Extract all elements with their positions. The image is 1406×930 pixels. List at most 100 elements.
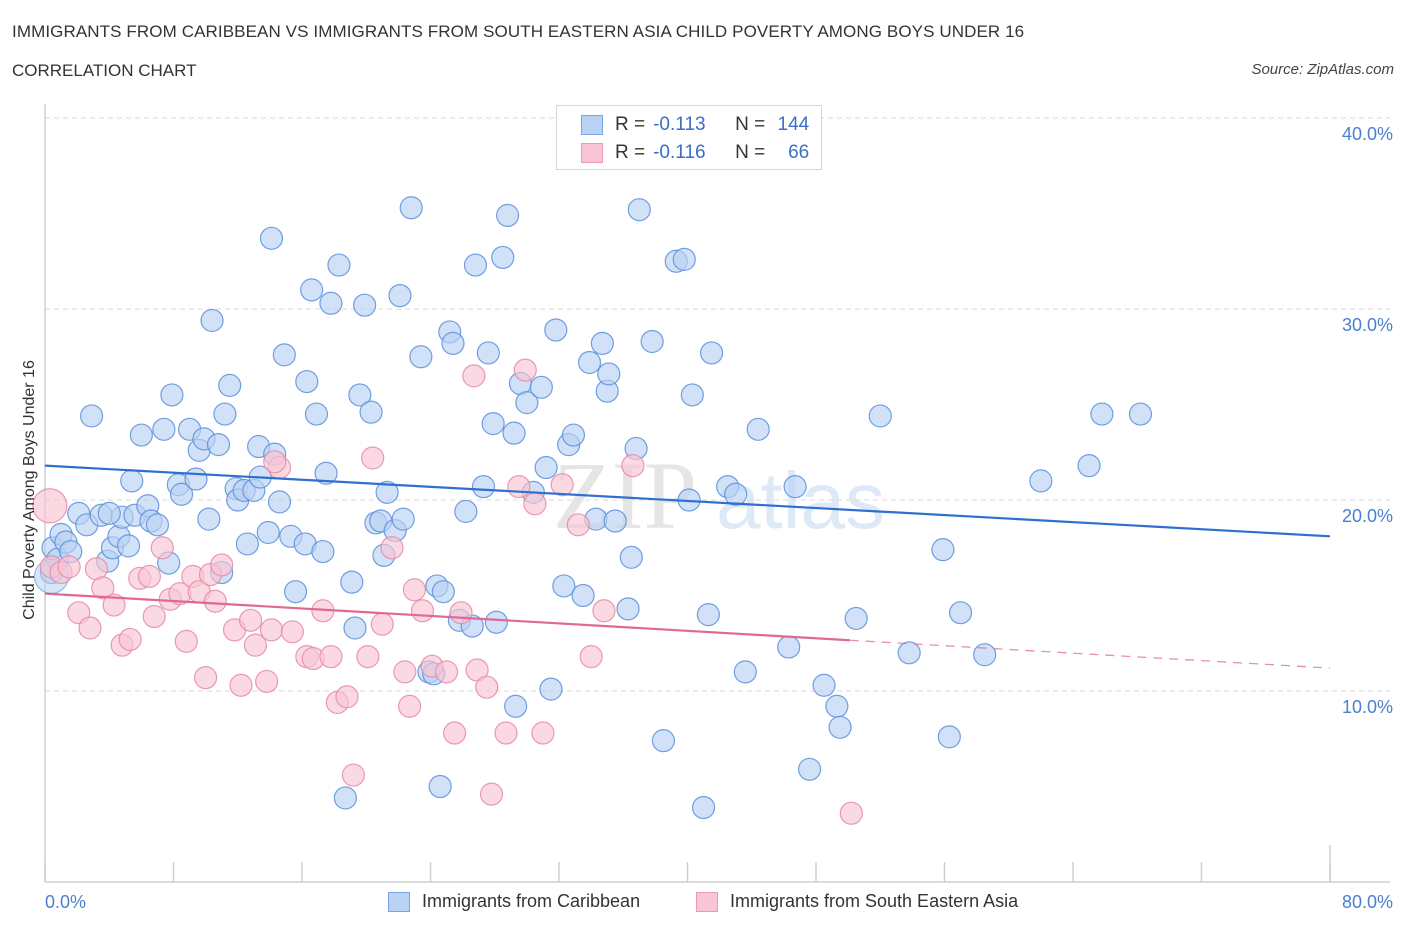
caribbean-point: [1090, 402, 1114, 426]
caribbean-point: [476, 341, 500, 365]
sea-point: [380, 536, 404, 560]
caribbean-point: [651, 729, 676, 753]
gridlines: [45, 117, 1390, 692]
sea-point: [579, 645, 603, 669]
caribbean-point: [441, 331, 465, 355]
caribbean-point: [828, 715, 852, 739]
caribbean-point: [375, 480, 399, 504]
caribbean-point: [353, 293, 377, 317]
caribbean-point: [844, 606, 868, 631]
caribbean-point: [79, 404, 104, 428]
series-caribbean-points: [33, 196, 1153, 820]
caribbean-point: [868, 404, 892, 428]
caribbean-point: [640, 329, 664, 354]
caribbean-point: [152, 417, 176, 441]
caribbean-point: [343, 616, 367, 640]
trend-lines: [44, 464, 1331, 669]
sea-point: [621, 454, 645, 478]
sea-point: [78, 616, 102, 640]
sea-point: [57, 555, 81, 579]
sea-point: [174, 629, 198, 653]
n-value: 144: [777, 114, 810, 135]
caribbean-point: [314, 461, 338, 485]
legend-swatch-sea: [581, 143, 603, 163]
sea-point: [239, 608, 263, 632]
sea-point: [442, 721, 467, 745]
caribbean-point: [590, 331, 614, 355]
sea-point: [475, 675, 499, 699]
caribbean-point: [169, 482, 194, 506]
caribbean-point: [544, 318, 568, 342]
legend-item-caribbean[interactable]: Immigrants from Caribbean: [388, 891, 640, 912]
caribbean-point: [409, 345, 433, 369]
caribbean-point: [539, 677, 563, 701]
sea-point: [118, 627, 142, 652]
caribbean-point: [529, 375, 553, 399]
caribbean-point: [577, 350, 602, 375]
caribbean-point: [937, 725, 961, 749]
caribbean-point: [534, 455, 558, 480]
caribbean-point: [300, 278, 324, 302]
n-value: 66: [788, 142, 810, 163]
sea-point: [319, 645, 343, 669]
caribbean-point: [680, 383, 704, 407]
caribbean-point: [145, 513, 170, 537]
sea-point: [370, 612, 394, 636]
caribbean-point: [491, 245, 515, 270]
caribbean-point: [97, 501, 121, 525]
caribbean-point: [388, 284, 412, 308]
sea-point: [280, 620, 304, 644]
caribbean-point: [197, 507, 221, 531]
sea-point: [137, 564, 162, 589]
sea-point: [592, 599, 616, 623]
sea-point: [566, 513, 590, 537]
caribbean-point: [256, 520, 280, 545]
sea-point: [402, 578, 427, 602]
caribbean-point: [552, 574, 576, 598]
caribbean-point: [691, 795, 716, 820]
caribbean-point: [295, 369, 319, 394]
caribbean-point: [340, 570, 364, 594]
caribbean-point: [619, 545, 643, 569]
legend-item-sea[interactable]: Immigrants from South Eastern Asia: [696, 891, 1018, 912]
legend-row-caribbean: R = -0.113 N = 144: [581, 113, 809, 137]
sea-point: [449, 601, 473, 625]
sea-point: [255, 669, 279, 694]
caribbean-point: [319, 291, 343, 315]
trend-line-sea: [44, 592, 850, 642]
sea-point: [531, 721, 555, 745]
sea-point: [507, 475, 531, 499]
sea-point: [32, 488, 68, 524]
y-tick-label: 10.0%: [1342, 697, 1393, 717]
caribbean-point: [399, 196, 423, 220]
caribbean-point: [259, 226, 284, 250]
caribbean-point: [504, 694, 528, 718]
caribbean-point: [616, 597, 640, 621]
caribbean-point: [304, 402, 329, 426]
y-tick-label: 30.0%: [1342, 315, 1393, 335]
caribbean-point: [931, 538, 955, 562]
caribbean-point: [1128, 402, 1153, 426]
caribbean-point: [571, 583, 595, 608]
caribbean-point: [160, 383, 184, 407]
trend-line-caribbean: [44, 464, 1331, 538]
caribbean-point: [206, 433, 231, 457]
caribbean-point: [696, 602, 720, 627]
caribbean-point: [627, 198, 651, 222]
sea-point: [210, 553, 234, 577]
r-value: -0.113: [653, 114, 706, 135]
caribbean-point: [463, 253, 488, 277]
caribbean-point: [129, 423, 153, 447]
sea-point: [513, 358, 537, 382]
caribbean-point: [597, 362, 621, 386]
y-tick-label: 20.0%: [1342, 506, 1393, 526]
n-label: N =: [735, 114, 766, 135]
legend-label-sea: Immigrants from South Eastern Asia: [730, 891, 1019, 911]
chart-title: IMMIGRANTS FROM CARIBBEAN VS IMMIGRANTS …: [12, 22, 1025, 41]
caribbean-point: [348, 383, 372, 407]
sea-point: [259, 618, 284, 642]
caribbean-point: [267, 490, 292, 514]
caribbean-point: [672, 247, 696, 271]
sea-point: [550, 473, 574, 497]
sea-point: [194, 666, 218, 690]
